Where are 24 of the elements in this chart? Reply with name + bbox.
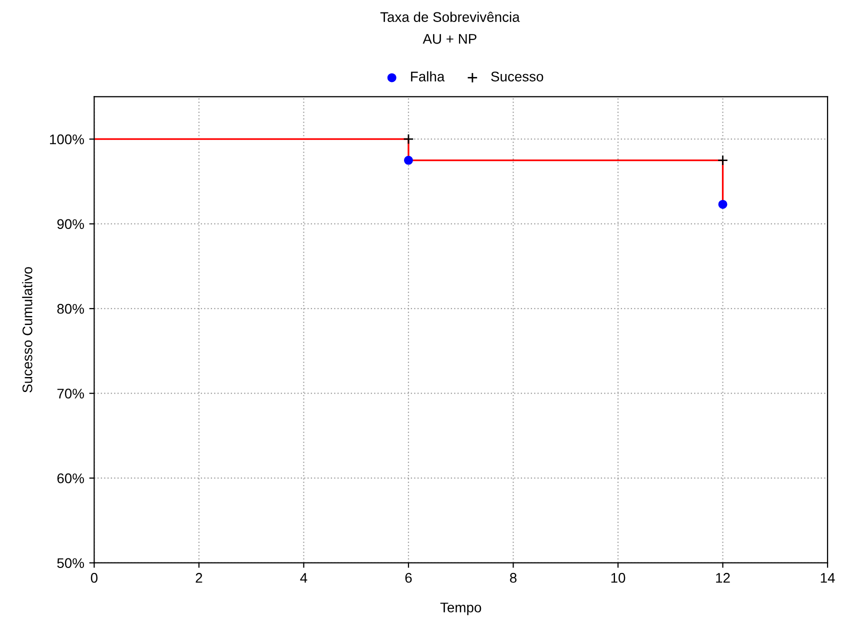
- x-tick-label: 0: [90, 572, 98, 583]
- y-tick-label: 100%: [50, 134, 84, 144]
- y-tick-label: 80%: [57, 304, 84, 314]
- chart-title: Taxa de Sobrevivência: [380, 12, 520, 22]
- x-tick-label: 12: [716, 572, 730, 583]
- x-tick-label: 6: [405, 572, 412, 583]
- point: [404, 156, 413, 165]
- y-tick-label: 90%: [57, 219, 84, 230]
- chart-subtitle: AU + NP: [422, 34, 476, 44]
- y-axis-title: Sucesso Cumulativo: [22, 267, 32, 392]
- x-tick-label: 4: [300, 573, 308, 583]
- point: [717, 154, 728, 166]
- y-tick-label: 60%: [57, 473, 84, 484]
- x-tick-label: 2: [196, 572, 202, 583]
- y-tick-label: 70%: [57, 388, 84, 399]
- legend-label: Sucesso: [491, 72, 544, 82]
- legend-label: Falha: [411, 71, 445, 82]
- y-tick-label: 50%: [57, 558, 84, 568]
- point: [403, 134, 414, 144]
- point: [718, 200, 728, 209]
- x-tick-label: 10: [611, 572, 626, 583]
- x-tick-label: 14: [820, 573, 835, 583]
- x-tick-label: 8: [510, 572, 517, 583]
- x-axis-title: Tempo: [440, 602, 482, 616]
